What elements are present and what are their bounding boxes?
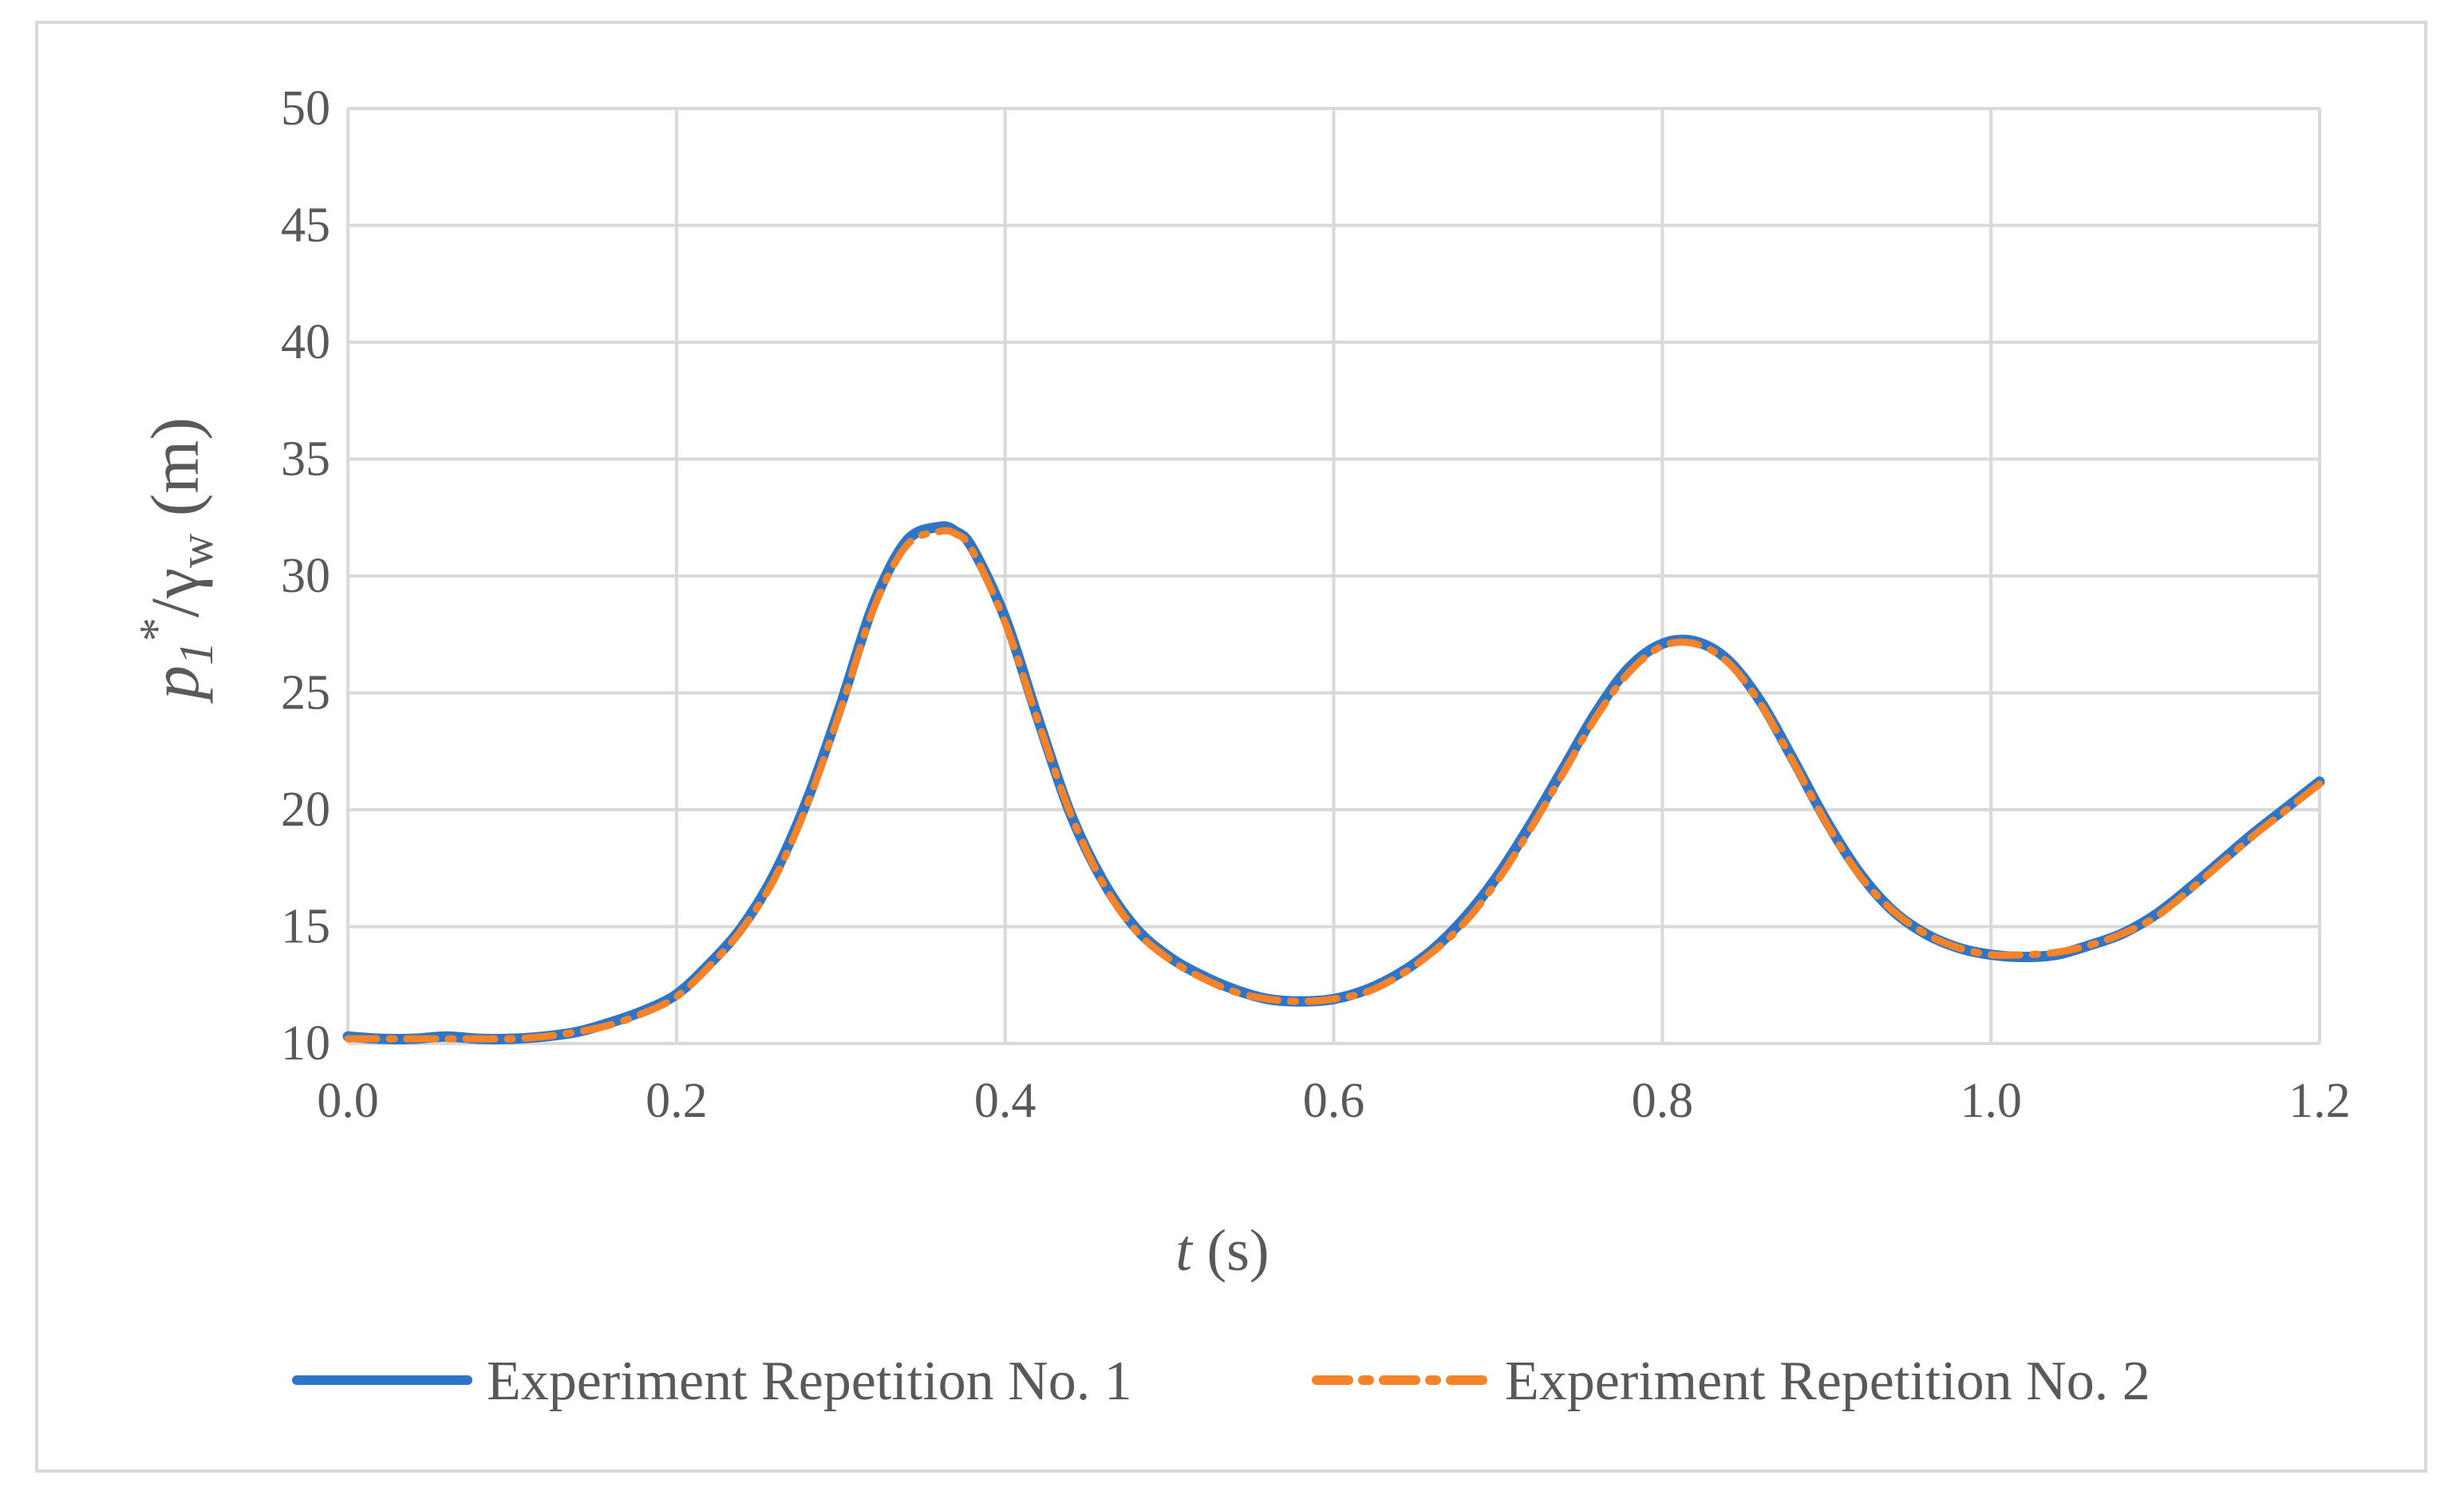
x-tick-label: 1.2 [2288, 1074, 2351, 1128]
legend: Experiment Repetition No. 1 Experiment R… [292, 1351, 2150, 1412]
x-tick-label: 0.2 [646, 1074, 708, 1128]
x-tick-label: 0.4 [974, 1074, 1037, 1128]
y-tick-label: 40 [281, 315, 330, 369]
y-axis-title-units: (m) [136, 417, 213, 534]
x-axis-title: t (s) [1175, 1218, 1269, 1284]
x-tick-label: 0.6 [1303, 1074, 1365, 1128]
series-lines [342, 521, 2325, 1044]
y-axis-title-subscript-1: 1 [170, 641, 223, 665]
y-axis-title-superscript: * [130, 617, 183, 641]
x-axis-title-units: (s) [1192, 1218, 1270, 1284]
y-tick-label: 35 [281, 432, 330, 487]
chart-frame [35, 21, 2427, 1473]
x-axis-tick-labels: 0.0 0.2 0.4 0.6 0.8 1.0 1.2 [317, 1074, 2351, 1128]
y-axis-tick-labels: 10 15 20 25 30 35 40 45 50 [281, 81, 330, 1071]
y-tick-label: 15 [281, 900, 330, 954]
legend-label-series-1: Experiment Repetition No. 1 [487, 1351, 1132, 1412]
gridlines [346, 107, 2321, 1045]
y-tick-label: 45 [281, 199, 330, 253]
x-tick-label: 0.8 [1632, 1074, 1694, 1128]
y-axis-title-gamma: /γ [136, 568, 213, 617]
x-axis-title-t: t [1175, 1218, 1194, 1284]
legend-label-series-2: Experiment Repetition No. 2 [1505, 1351, 2150, 1412]
y-axis-title-subscript-w: w [170, 533, 223, 568]
x-tick-label: 1.0 [1960, 1074, 2022, 1128]
series-line-2 [344, 527, 2324, 1043]
y-axis-title: p1*/γw (m) [130, 417, 223, 704]
y-tick-label: 50 [281, 81, 330, 136]
y-tick-label: 25 [281, 666, 330, 720]
y-tick-label: 30 [281, 549, 330, 603]
y-tick-label: 20 [281, 783, 330, 837]
x-tick-label: 0.0 [317, 1074, 379, 1128]
y-tick-label: 10 [281, 1016, 330, 1071]
y-axis-title-p: p [136, 665, 213, 704]
